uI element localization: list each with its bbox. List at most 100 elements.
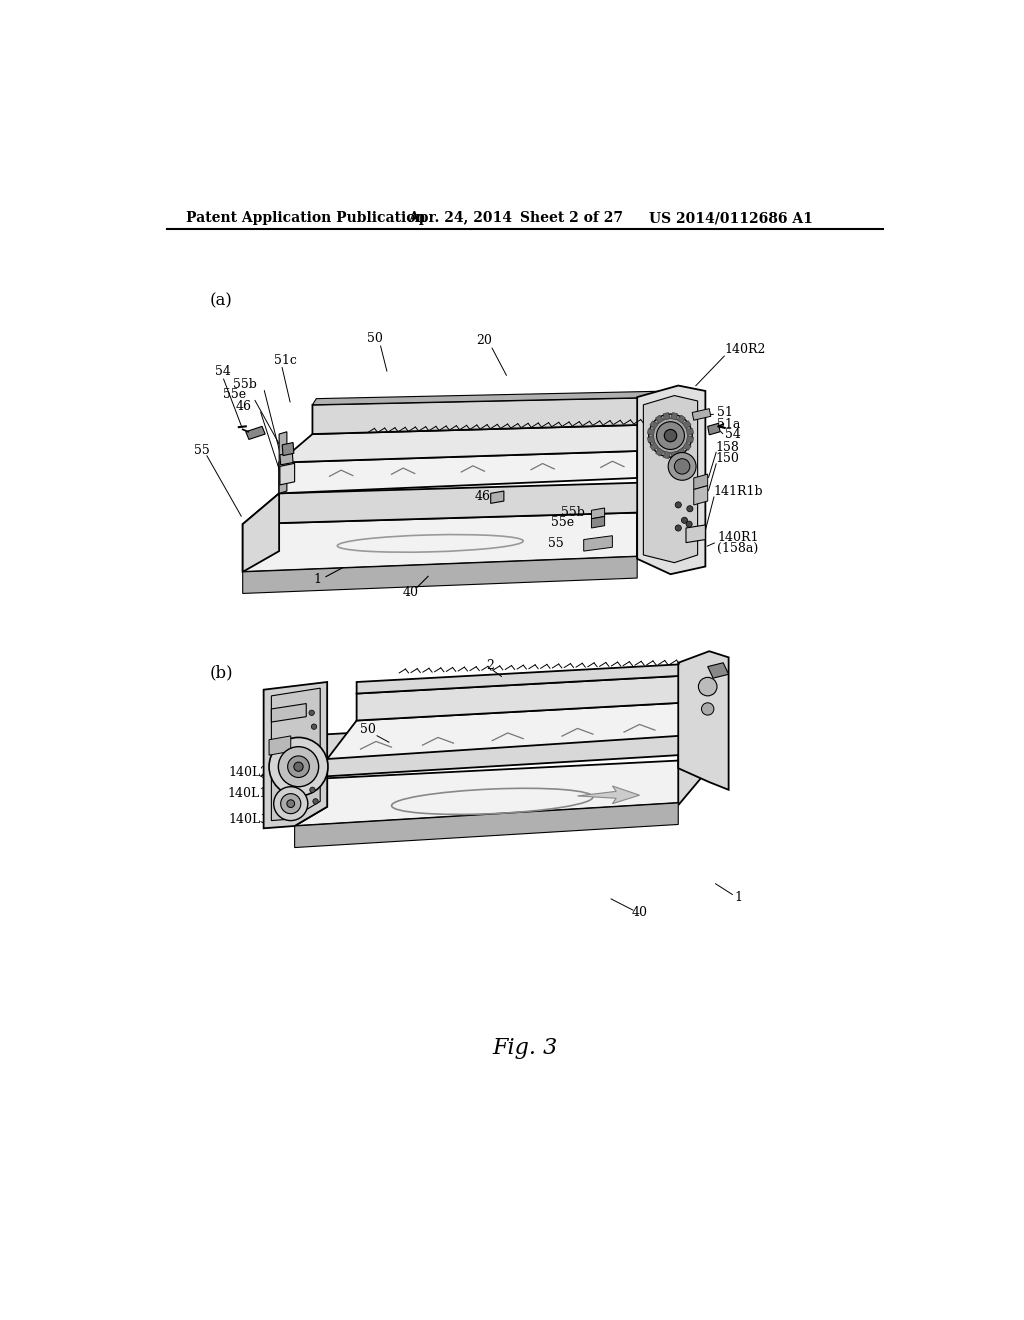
Circle shape <box>281 793 301 813</box>
Polygon shape <box>686 429 693 436</box>
Circle shape <box>656 422 684 450</box>
Polygon shape <box>693 474 708 490</box>
Text: 1: 1 <box>314 573 322 586</box>
Text: 140L1b: 140L1b <box>227 787 275 800</box>
Polygon shape <box>708 663 729 678</box>
Text: 40: 40 <box>402 586 419 599</box>
Polygon shape <box>280 424 671 462</box>
Text: 140R1: 140R1 <box>717 531 759 544</box>
Text: 150: 150 <box>716 453 739 465</box>
Polygon shape <box>671 413 677 420</box>
Text: 140L1: 140L1 <box>228 813 269 825</box>
Polygon shape <box>271 688 321 821</box>
Circle shape <box>313 799 318 804</box>
Text: 141R1b: 141R1b <box>713 484 763 498</box>
Polygon shape <box>328 701 710 759</box>
Text: 55e: 55e <box>551 516 573 529</box>
Circle shape <box>287 800 295 808</box>
Polygon shape <box>269 737 291 755</box>
Polygon shape <box>243 557 637 594</box>
Text: Patent Application Publication: Patent Application Publication <box>186 211 426 226</box>
Polygon shape <box>283 442 294 455</box>
Circle shape <box>675 525 681 531</box>
Polygon shape <box>295 759 710 826</box>
Polygon shape <box>671 451 678 458</box>
Polygon shape <box>693 486 708 506</box>
Circle shape <box>294 762 303 771</box>
Circle shape <box>288 756 309 777</box>
Text: 46: 46 <box>475 490 490 503</box>
Polygon shape <box>356 675 710 721</box>
Text: (158a): (158a) <box>717 541 758 554</box>
Circle shape <box>675 502 681 508</box>
Text: 140R2: 140R2 <box>725 343 766 356</box>
Polygon shape <box>678 651 729 789</box>
Polygon shape <box>677 447 685 455</box>
Polygon shape <box>312 397 671 434</box>
Text: 55b: 55b <box>561 506 586 519</box>
Text: Sheet 2 of 27: Sheet 2 of 27 <box>520 211 624 226</box>
Polygon shape <box>686 436 693 442</box>
Polygon shape <box>243 494 280 572</box>
Polygon shape <box>686 525 706 543</box>
Polygon shape <box>650 421 658 429</box>
Polygon shape <box>647 436 654 442</box>
Circle shape <box>649 414 692 457</box>
Circle shape <box>681 517 687 524</box>
Text: 20: 20 <box>476 334 493 347</box>
Circle shape <box>698 677 717 696</box>
Polygon shape <box>280 432 287 494</box>
Polygon shape <box>683 442 691 450</box>
Text: 46: 46 <box>236 400 252 413</box>
Text: 50: 50 <box>367 333 382 345</box>
Text: 55e: 55e <box>222 388 246 401</box>
Polygon shape <box>683 421 691 429</box>
Polygon shape <box>650 442 658 450</box>
Polygon shape <box>295 713 710 779</box>
Text: 55: 55 <box>548 537 563 550</box>
Polygon shape <box>280 463 295 484</box>
Polygon shape <box>312 391 675 405</box>
Circle shape <box>279 747 318 787</box>
Text: 140L2: 140L2 <box>228 767 269 779</box>
Polygon shape <box>655 416 664 424</box>
Text: 1: 1 <box>735 891 742 904</box>
Polygon shape <box>664 451 671 458</box>
Polygon shape <box>708 424 720 434</box>
Circle shape <box>665 429 677 442</box>
Polygon shape <box>677 414 685 424</box>
Polygon shape <box>578 785 640 804</box>
Text: Fig. 3: Fig. 3 <box>493 1036 557 1059</box>
Polygon shape <box>243 512 637 572</box>
Circle shape <box>273 787 308 821</box>
Polygon shape <box>295 803 678 847</box>
Text: 51: 51 <box>717 407 733 418</box>
Text: 55: 55 <box>194 445 210 458</box>
Polygon shape <box>664 413 671 420</box>
Polygon shape <box>643 396 697 562</box>
Polygon shape <box>280 451 637 494</box>
Polygon shape <box>637 385 706 574</box>
Circle shape <box>669 453 696 480</box>
Text: 54: 54 <box>215 366 230 379</box>
Circle shape <box>687 506 693 512</box>
Circle shape <box>701 702 714 715</box>
Polygon shape <box>271 704 306 722</box>
Text: US 2014/0112686 A1: US 2014/0112686 A1 <box>649 211 813 226</box>
Text: Apr. 24, 2014: Apr. 24, 2014 <box>409 211 513 226</box>
Polygon shape <box>280 453 293 465</box>
Polygon shape <box>655 447 664 457</box>
Circle shape <box>675 459 690 474</box>
Polygon shape <box>356 663 710 693</box>
Polygon shape <box>592 516 604 528</box>
Circle shape <box>311 723 316 730</box>
Circle shape <box>309 710 314 715</box>
Polygon shape <box>678 713 710 805</box>
Polygon shape <box>295 759 328 826</box>
Text: 40: 40 <box>632 907 647 920</box>
Text: 54: 54 <box>725 428 740 441</box>
Text: (b): (b) <box>209 664 233 681</box>
Text: 158: 158 <box>716 441 739 454</box>
Text: (a): (a) <box>209 292 232 309</box>
Polygon shape <box>647 429 654 436</box>
